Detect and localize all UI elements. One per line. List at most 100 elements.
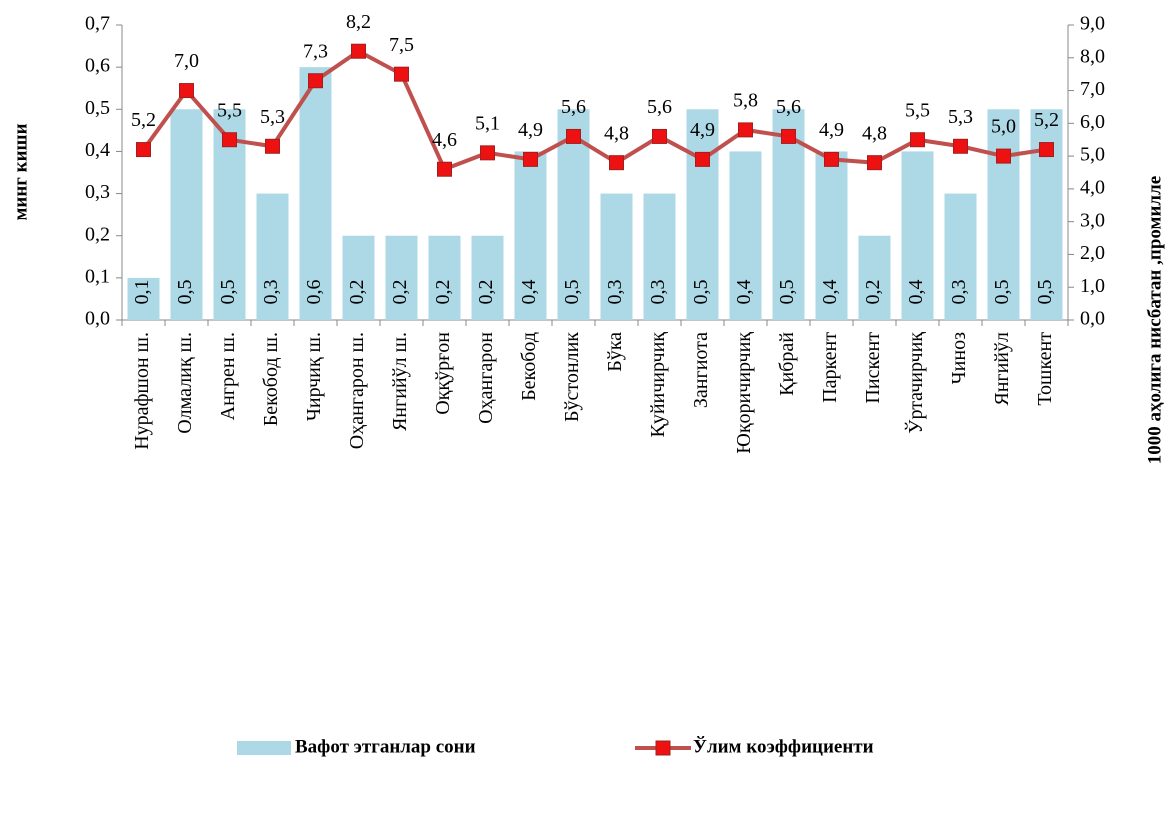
y2-axis-title: 1000 аҳолига нисбатан ,промилле	[1144, 176, 1165, 464]
x-tick-label: Янгийўл ш.	[389, 332, 411, 431]
line	[141, 48, 1047, 172]
line-value-label: 4,9	[819, 119, 844, 141]
bar-value-label: 0,3	[647, 280, 669, 305]
y2-tick-label: 0,0	[1080, 308, 1105, 330]
line-value-label: 5,2	[131, 109, 156, 131]
bar-value-label: 0,3	[604, 280, 626, 305]
bar-value-label: 0,5	[991, 280, 1013, 305]
line-marker	[222, 132, 237, 148]
line-marker	[437, 161, 452, 177]
y-tick-label: 0,5	[85, 97, 110, 119]
bar	[342, 235, 375, 320]
bar-value-label: 0,4	[819, 280, 841, 305]
line-value-label: 5,6	[561, 96, 586, 118]
bar	[944, 193, 977, 320]
x-tick-label: Ангрен ш.	[217, 332, 239, 420]
bar	[901, 151, 934, 320]
y-tick-label: 0,4	[85, 139, 110, 161]
line-marker	[1039, 142, 1054, 158]
x-tick-label: Пискент	[862, 332, 884, 404]
x-tick-label: Оққўрғон	[432, 332, 454, 415]
x-tick-label: Янгийўл	[991, 332, 1013, 406]
y2-tick-label: 9,0	[1080, 13, 1105, 35]
bar-value-label: 0,5	[776, 280, 798, 305]
x-tick-label: Оҳангарон	[475, 332, 497, 424]
bar-value-label: 0,5	[174, 280, 196, 305]
x-tick-label: Тошкент	[1034, 332, 1056, 406]
bar	[514, 151, 547, 320]
bar-value-label: 0,4	[518, 280, 540, 305]
line-value-label: 5,8	[733, 89, 758, 111]
x-tick-label: Бекобод ш.	[260, 332, 282, 426]
line-value-label: 5,5	[217, 99, 242, 121]
x-tick-label: Чирчиқ ш.	[303, 332, 325, 421]
line-value-label: 5,6	[776, 96, 801, 118]
line-value-label: 4,9	[690, 119, 715, 141]
bar	[471, 235, 504, 320]
y2-tick-label: 1,0	[1080, 275, 1105, 297]
bar	[600, 193, 633, 320]
line-marker	[695, 151, 710, 167]
bar	[428, 235, 461, 320]
line-marker	[480, 145, 495, 161]
bar-value-label: 0,2	[389, 280, 411, 305]
y-tick-label: 0,3	[85, 181, 110, 203]
line-marker	[394, 66, 409, 82]
x-tick-label: Бекобод	[518, 332, 540, 401]
line-marker	[265, 138, 280, 154]
bar	[299, 67, 332, 321]
line-value-label: 4,8	[862, 122, 887, 144]
line-marker	[351, 43, 366, 59]
legend-label: Вафот этганлар сони	[295, 736, 476, 757]
line-marker	[953, 138, 968, 154]
bar-value-label: 0,2	[346, 280, 368, 305]
line-value-label: 4,9	[518, 119, 543, 141]
bar	[772, 109, 805, 321]
line-marker	[136, 142, 151, 158]
x-tick-label: Олмалиқ ш.	[174, 332, 196, 434]
line-marker	[910, 132, 925, 148]
line-marker	[824, 151, 839, 167]
bar	[256, 193, 289, 320]
x-tick-label: Бўстонлик	[561, 332, 583, 422]
line-value-label: 7,3	[303, 40, 328, 62]
x-tick-label: Юқоричирчиқ	[733, 332, 755, 454]
y2-tick-label: 3,0	[1080, 209, 1105, 231]
line-marker	[738, 122, 753, 138]
y-tick-label: 0,1	[85, 265, 110, 287]
x-tick-label: Қуйичирчиқ	[647, 332, 669, 438]
y-tick-label: 0,7	[85, 13, 110, 35]
bar-value-label: 0,2	[432, 280, 454, 305]
y-tick-label: 0,0	[85, 308, 110, 330]
line-value-label: 5,0	[991, 116, 1016, 138]
line-value-label: 4,8	[604, 122, 629, 144]
line-value-label: 5,3	[260, 106, 285, 128]
x-tick-label: Ўртачирчиқ	[904, 332, 927, 434]
bar	[815, 151, 848, 320]
line-marker	[566, 128, 581, 144]
line-marker	[867, 155, 882, 171]
x-tick-label: Чиноз	[948, 332, 970, 384]
x-tick-label: Қибрай	[776, 332, 798, 396]
bar-value-label: 0,5	[1034, 280, 1056, 305]
bar-value-label: 0,5	[690, 280, 712, 305]
bar	[987, 109, 1020, 321]
legend-marker	[655, 740, 671, 756]
y-tick-label: 0,6	[85, 55, 110, 77]
line-marker	[179, 83, 194, 99]
y2-tick-label: 2,0	[1080, 242, 1105, 264]
line-value-label: 5,6	[647, 96, 672, 118]
y2-tick-label: 4,0	[1080, 176, 1105, 198]
bar-value-label: 0,2	[862, 280, 884, 305]
bar	[385, 235, 418, 320]
x-tick-label: Зангиота	[690, 332, 712, 408]
bar	[643, 193, 676, 320]
bar	[127, 277, 160, 320]
legend-swatch	[237, 741, 291, 755]
line-value-label: 7,5	[389, 34, 414, 56]
bar	[170, 109, 203, 321]
bar	[858, 235, 891, 320]
y2-tick-label: 5,0	[1080, 144, 1105, 166]
y2-tick-label: 8,0	[1080, 45, 1105, 67]
